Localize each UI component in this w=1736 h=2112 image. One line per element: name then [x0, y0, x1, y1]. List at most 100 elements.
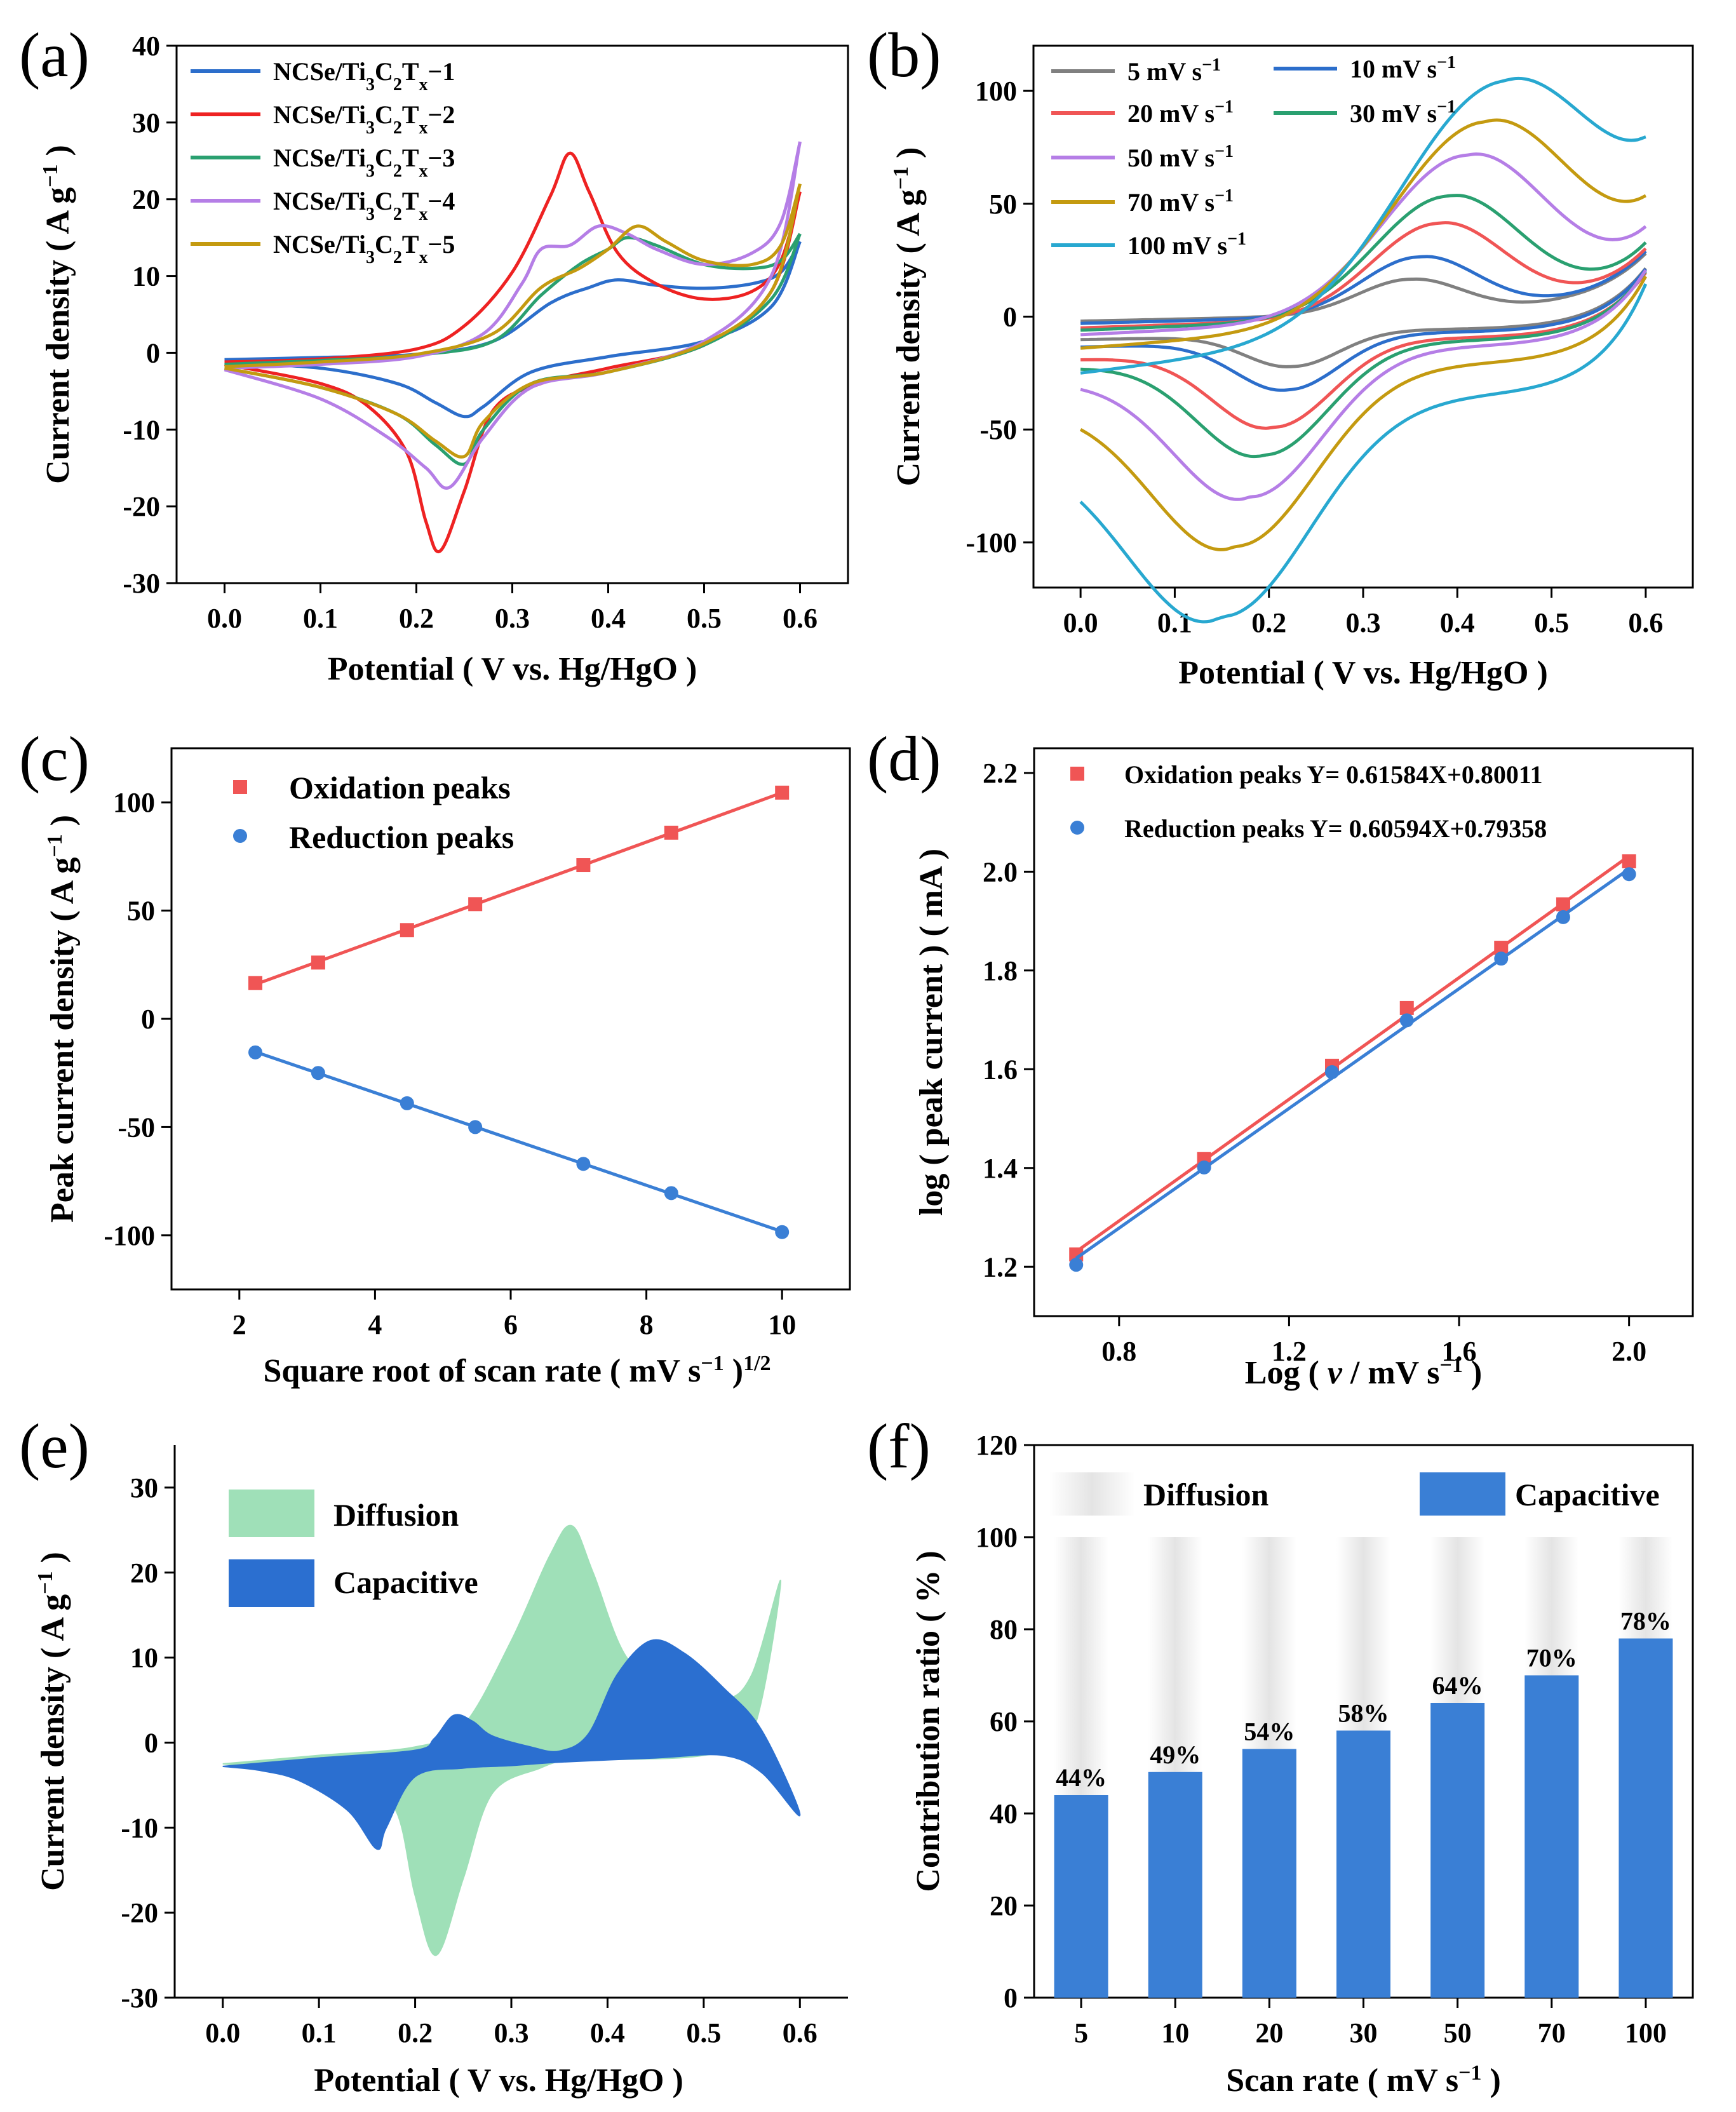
x-tick-label: 10 — [768, 1309, 796, 1340]
y-axis-label: Peak current density ( A g−1 ) — [43, 815, 81, 1223]
x-tick-label: 0.4 — [1440, 607, 1475, 638]
bar-value-label: 44% — [1056, 1763, 1107, 1792]
y-tick-label: 20 — [132, 184, 160, 215]
text-span: ) — [40, 145, 76, 164]
y-tick-label: -20 — [123, 491, 160, 522]
text-span: / mV s — [1342, 1355, 1440, 1391]
cv-line-anodic — [1080, 221, 1647, 330]
data-point — [1324, 1065, 1339, 1079]
data-point — [1197, 1160, 1211, 1175]
legend-entry: 50 mV s−1 — [1127, 142, 1234, 173]
text-span: ) — [44, 815, 81, 834]
cv-line-cathodic — [1080, 269, 1647, 501]
data-point — [1069, 1247, 1084, 1261]
text-span: C — [375, 187, 393, 215]
panel-label-f: (f) — [867, 1411, 931, 1481]
text-span: −1 — [1215, 142, 1234, 161]
legend-swatch — [1070, 821, 1084, 835]
text-span: 100 mV s — [1127, 231, 1227, 260]
cv-line-anodic — [224, 141, 802, 370]
text-span: x — [419, 118, 428, 138]
y-tick-label: 2.2 — [983, 758, 1018, 789]
x-tick-label: 0.2 — [1251, 607, 1286, 638]
bar-diffusion — [1524, 1537, 1579, 1676]
y-tick-label: -100 — [966, 527, 1017, 558]
x-axis-label: Potential ( V vs. Hg/HgO ) — [314, 2062, 683, 2099]
x-tick-label: 0.3 — [494, 2017, 529, 2048]
y-tick-label: 80 — [990, 1614, 1018, 1645]
y-tick-label: 100 — [975, 76, 1017, 107]
x-tick-label: 0.0 — [205, 2017, 240, 2048]
text-span: NCSe/Ti — [273, 144, 366, 172]
x-tick-label: 70 — [1538, 2017, 1566, 2048]
x-axis-label: Square root of scan rate ( mV s−1 )1/2 — [263, 1352, 770, 1390]
text-span: C — [375, 230, 393, 259]
panel-label-e: (e) — [19, 1411, 90, 1481]
y-tick-label: 40 — [990, 1798, 1018, 1829]
y-tick-label: -50 — [979, 414, 1017, 445]
panel-b: (b) 0.0 0.1 0.2 0.3 0.4 0.5 0.6 -100 -50 0 50 100 5 m… — [867, 20, 1694, 691]
text-span: Current density ( A g — [35, 1594, 71, 1891]
x-tick-label: 4 — [368, 1309, 382, 1340]
text-span: −1 — [428, 57, 455, 86]
y-tick-label: -10 — [123, 414, 160, 445]
y-tick-label: 30 — [132, 107, 160, 138]
cv-line-anodic — [1080, 252, 1647, 323]
x-tick-label: 10 — [1161, 2017, 1189, 2048]
legend-entry: Diffusion — [1143, 1477, 1268, 1512]
bar-diffusion — [1242, 1537, 1296, 1749]
text-span: C — [375, 144, 393, 172]
y-tick-label: 10 — [132, 261, 160, 292]
legend-entry: Capacitive — [1515, 1477, 1660, 1512]
data-point — [1622, 867, 1636, 882]
text-span: 2 — [393, 75, 402, 95]
data-point — [775, 785, 790, 800]
cv-line-cathodic — [1079, 283, 1648, 624]
text-span: 1/2 — [743, 1352, 770, 1375]
text-span: −1 — [39, 164, 62, 187]
y-tick-label: 0 — [144, 1727, 158, 1758]
x-tick-label: 0.6 — [1628, 607, 1663, 638]
cv-line-anodic — [224, 183, 802, 368]
cv-line-anodic — [1080, 76, 1646, 375]
text-span: 50 mV s — [1127, 144, 1215, 172]
y-tick-label: 2.0 — [983, 856, 1018, 887]
x-tick-label: 30 — [1350, 2017, 1378, 2048]
data-point — [248, 1045, 263, 1059]
text-span: ) — [1463, 1355, 1482, 1391]
text-span: 3 — [366, 161, 375, 181]
data-point — [1399, 1013, 1414, 1028]
x-tick-label: 0.3 — [495, 603, 530, 634]
data-point — [468, 897, 483, 911]
legend-swatch — [233, 780, 247, 794]
y-tick-label: 20 — [130, 1557, 158, 1589]
text-span: T — [402, 144, 419, 172]
y-tick-label: 50 — [127, 896, 155, 927]
x-tick-label: 2 — [232, 1309, 246, 1340]
panel-f: (f) 44% 5 49% 10 54% 20 58% 30 64% 50 70% 70 78% 100 0 2… — [867, 1411, 1694, 2099]
text-span: −1 — [1227, 229, 1246, 249]
plot-frame — [1033, 747, 1694, 1317]
cv-line-anodic — [1080, 194, 1647, 332]
legend-entry: Oxidation peaks Y= 0.61584X+0.80011 — [1124, 760, 1543, 789]
bar-value-label: 70% — [1526, 1644, 1577, 1672]
bar-diffusion — [1054, 1537, 1108, 1795]
text-span: 10 mV s — [1350, 55, 1437, 83]
y-tick-label: 30 — [130, 1472, 158, 1503]
text-span: x — [419, 248, 428, 267]
legend-entry: 70 mV s−1 — [1127, 186, 1234, 217]
bar-capacitive — [1618, 1638, 1673, 1998]
x-tick-label: 0.5 — [687, 603, 722, 634]
x-tick-label: 1.2 — [1272, 1336, 1307, 1367]
x-tick-label: 0.2 — [398, 2017, 433, 2048]
data-point — [775, 1225, 790, 1239]
text-span: −1 — [43, 834, 67, 857]
bar-value-label: 49% — [1150, 1740, 1201, 1769]
y-tick-label: -30 — [121, 1982, 158, 2014]
text-span: −1 — [1202, 55, 1221, 75]
y-tick-label: 1.4 — [983, 1153, 1018, 1184]
cv-line-anodic — [1080, 250, 1647, 325]
text-span: 3 — [366, 205, 375, 224]
text-span: −3 — [428, 144, 455, 172]
data-point — [311, 1066, 325, 1080]
